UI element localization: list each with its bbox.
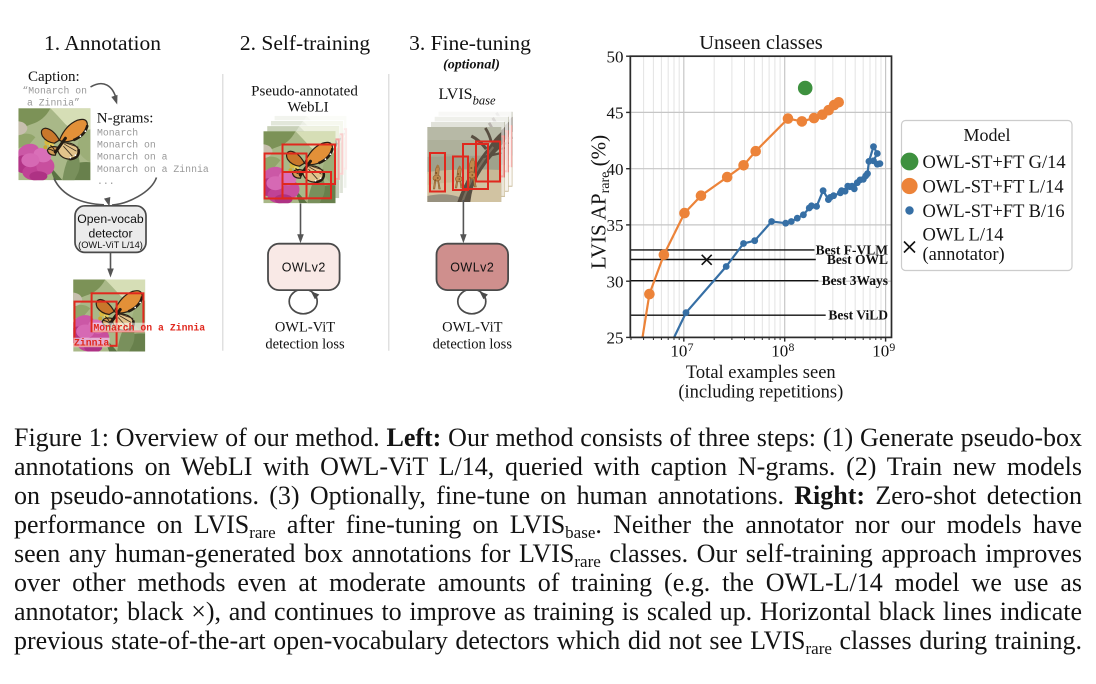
svg-text:OWL L/14: OWL L/14 [923,226,1004,246]
svg-text:detection loss: detection loss [433,337,513,353]
svg-text:OWLv2: OWLv2 [450,261,494,275]
svg-text:2. Self-training: 2. Self-training [240,31,370,55]
svg-text:45: 45 [607,104,624,123]
svg-text:10: 10 [771,342,788,361]
svg-text:Monarch on a: Monarch on a [97,152,168,163]
svg-text:OWLv2: OWLv2 [282,261,326,275]
svg-text:...: ... [97,176,115,187]
svg-text:OWL-ST+FT G/14: OWL-ST+FT G/14 [923,153,1066,173]
svg-text:LVISbase: LVISbase [438,86,495,108]
svg-text:Model: Model [964,125,1011,145]
svg-text:30: 30 [607,272,624,291]
svg-text:50: 50 [607,47,624,66]
svg-text:Pseudo-annotated: Pseudo-annotated [251,83,358,99]
svg-text:10: 10 [872,342,889,361]
svg-text:OWL-ViT: OWL-ViT [275,320,335,336]
svg-text:Best OWL: Best OWL [827,252,888,267]
svg-text:detector: detector [88,227,132,241]
svg-text:a Zinnia”: a Zinnia” [27,98,80,109]
svg-text:Open-vocab: Open-vocab [77,212,144,226]
svg-text:Best ViLD: Best ViLD [828,308,888,323]
svg-text:40: 40 [607,160,624,179]
svg-text:WebLI: WebLI [287,100,328,116]
svg-text:N-grams:: N-grams: [97,111,154,127]
svg-text:Total examples seen: Total examples seen [686,363,836,383]
svg-text:Monarch on a Zinnia: Monarch on a Zinnia [97,164,209,175]
svg-text:35: 35 [607,216,624,235]
svg-text:Monarch: Monarch [97,127,138,138]
svg-text:Best F-VLM: Best F-VLM [816,242,889,257]
svg-text:OWL-ViT: OWL-ViT [442,320,502,336]
svg-text:25: 25 [607,329,624,348]
svg-text:(annotator): (annotator) [923,245,1005,265]
svg-text:(including repetitions): (including repetitions) [678,383,843,403]
svg-text:LVIS APrare (%): LVIS APrare (%) [587,135,614,269]
svg-text:10: 10 [670,342,687,361]
svg-text:Unseen classes: Unseen classes [699,32,823,54]
svg-text:“Monarch on: “Monarch on [22,86,87,97]
svg-text:Monarch on a Zinnia: Monarch on a Zinnia [93,323,205,334]
svg-text:Caption:: Caption: [28,69,80,85]
svg-text:Monarch on: Monarch on [97,140,156,151]
svg-text:Best 3Ways: Best 3Ways [822,273,888,288]
svg-text:1. Annotation: 1. Annotation [44,31,161,55]
svg-text:(OWL-ViT L/14): (OWL-ViT L/14) [78,240,143,250]
svg-text:OWL-ST+FT B/16: OWL-ST+FT B/16 [923,202,1065,222]
svg-text:OWL-ST+FT L/14: OWL-ST+FT L/14 [923,178,1064,198]
svg-text:Zinnia: Zinnia [74,338,109,349]
svg-text:7: 7 [688,340,694,354]
svg-text:9: 9 [889,340,895,354]
svg-text:8: 8 [789,340,795,354]
svg-text:detection loss: detection loss [265,337,345,353]
svg-text:3. Fine-tuning: 3. Fine-tuning [409,31,531,55]
svg-text:(optional): (optional) [443,58,500,73]
